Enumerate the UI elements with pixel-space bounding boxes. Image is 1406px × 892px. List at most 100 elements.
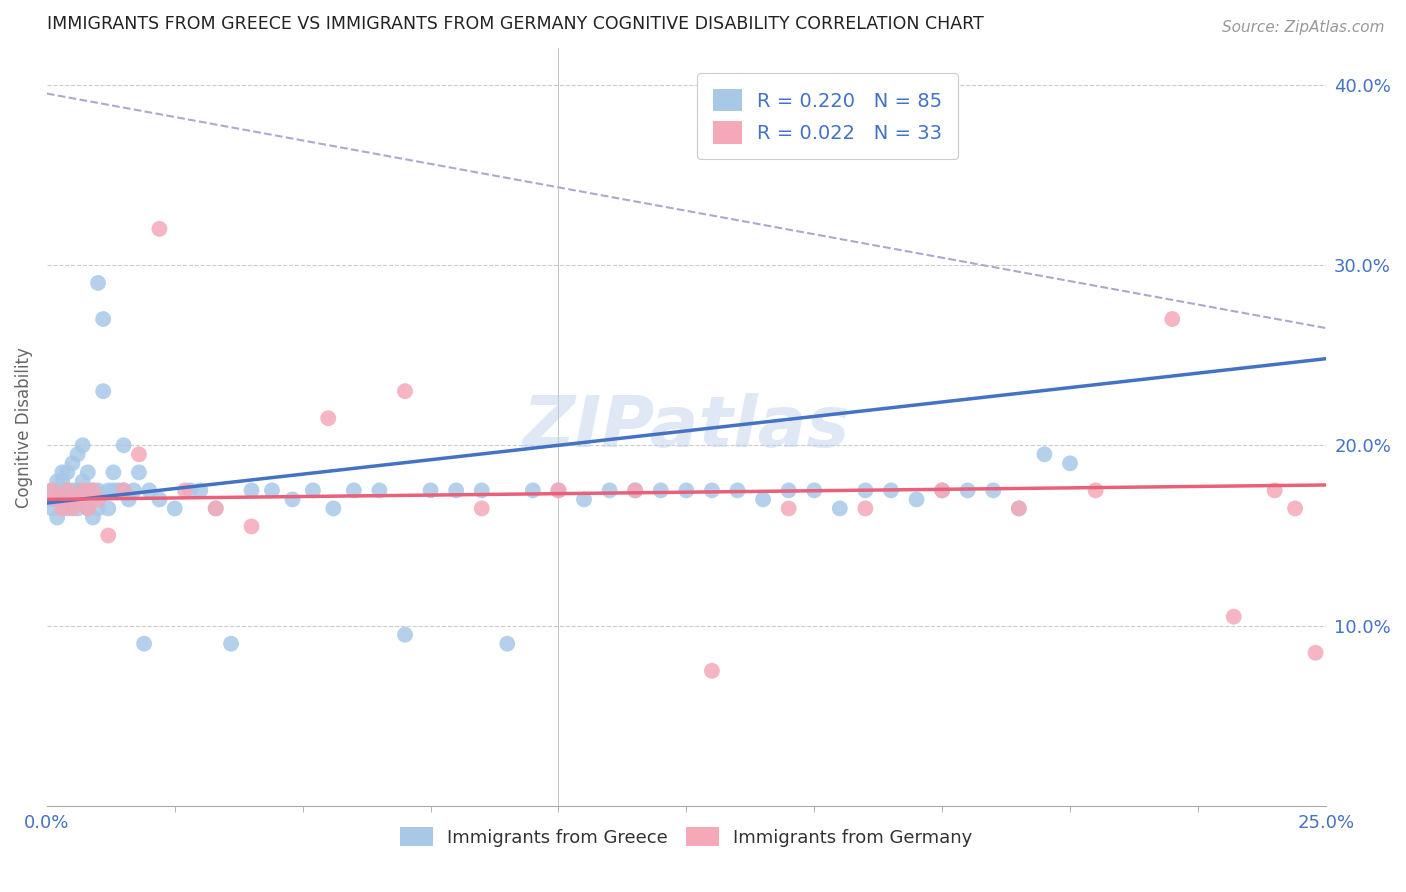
Point	[112, 483, 135, 498]
Point	[931, 483, 953, 498]
Point	[1008, 501, 1031, 516]
Point	[82, 510, 104, 524]
Point	[179, 483, 201, 498]
Point	[138, 483, 160, 498]
Point	[522, 483, 544, 498]
Point	[148, 492, 170, 507]
Point	[87, 276, 110, 290]
Point	[624, 483, 647, 498]
Point	[91, 384, 114, 399]
Point	[46, 510, 69, 524]
Point	[82, 483, 104, 498]
Point	[302, 483, 325, 498]
Point	[107, 483, 129, 498]
Point	[51, 475, 73, 489]
Point	[368, 483, 391, 498]
Point	[66, 501, 89, 516]
Point	[471, 483, 494, 498]
Point	[62, 501, 84, 516]
Point	[1059, 456, 1081, 470]
Point	[394, 628, 416, 642]
Point	[778, 483, 800, 498]
Point	[103, 483, 125, 498]
Point	[1161, 312, 1184, 326]
Point	[1284, 501, 1306, 516]
Point	[905, 492, 928, 507]
Point	[260, 483, 283, 498]
Point	[624, 483, 647, 498]
Point	[219, 637, 242, 651]
Point	[97, 501, 120, 516]
Point	[547, 483, 569, 498]
Point	[132, 637, 155, 651]
Point	[97, 483, 120, 498]
Legend: R = 0.220   N = 85, R = 0.022   N = 33: R = 0.220 N = 85, R = 0.022 N = 33	[697, 73, 957, 159]
Point	[1033, 447, 1056, 461]
Point	[46, 492, 69, 507]
Point	[803, 483, 825, 498]
Point	[46, 483, 69, 498]
Point	[76, 501, 98, 516]
Point	[62, 456, 84, 470]
Point	[981, 483, 1004, 498]
Point	[496, 637, 519, 651]
Point	[204, 501, 226, 516]
Point	[66, 447, 89, 461]
Point	[87, 483, 110, 498]
Point	[56, 483, 79, 498]
Point	[128, 466, 150, 480]
Point	[41, 492, 63, 507]
Point	[87, 492, 110, 507]
Point	[72, 438, 94, 452]
Point	[853, 501, 876, 516]
Point	[1222, 609, 1244, 624]
Point	[650, 483, 672, 498]
Point	[204, 501, 226, 516]
Point	[1008, 501, 1031, 516]
Point	[46, 492, 69, 507]
Point	[727, 483, 749, 498]
Point	[51, 501, 73, 516]
Point	[240, 483, 263, 498]
Point	[281, 492, 304, 507]
Point	[76, 466, 98, 480]
Point	[471, 501, 494, 516]
Point	[41, 483, 63, 498]
Point	[599, 483, 621, 498]
Point	[56, 466, 79, 480]
Point	[343, 483, 366, 498]
Point	[931, 483, 953, 498]
Point	[700, 664, 723, 678]
Point	[51, 492, 73, 507]
Point	[956, 483, 979, 498]
Point	[853, 483, 876, 498]
Point	[778, 501, 800, 516]
Point	[118, 492, 141, 507]
Point	[547, 483, 569, 498]
Point	[41, 483, 63, 498]
Point	[103, 466, 125, 480]
Point	[46, 475, 69, 489]
Text: Source: ZipAtlas.com: Source: ZipAtlas.com	[1222, 20, 1385, 35]
Point	[72, 483, 94, 498]
Point	[322, 501, 344, 516]
Point	[41, 501, 63, 516]
Point	[97, 528, 120, 542]
Point	[112, 438, 135, 452]
Text: ZIPatlas: ZIPatlas	[523, 392, 851, 462]
Point	[163, 501, 186, 516]
Point	[66, 483, 89, 498]
Point	[91, 312, 114, 326]
Point	[82, 483, 104, 498]
Point	[56, 501, 79, 516]
Point	[72, 475, 94, 489]
Point	[174, 483, 197, 498]
Point	[122, 483, 145, 498]
Point	[190, 483, 212, 498]
Point	[128, 447, 150, 461]
Point	[880, 483, 903, 498]
Point	[444, 483, 467, 498]
Point	[1264, 483, 1286, 498]
Point	[828, 501, 851, 516]
Point	[240, 519, 263, 533]
